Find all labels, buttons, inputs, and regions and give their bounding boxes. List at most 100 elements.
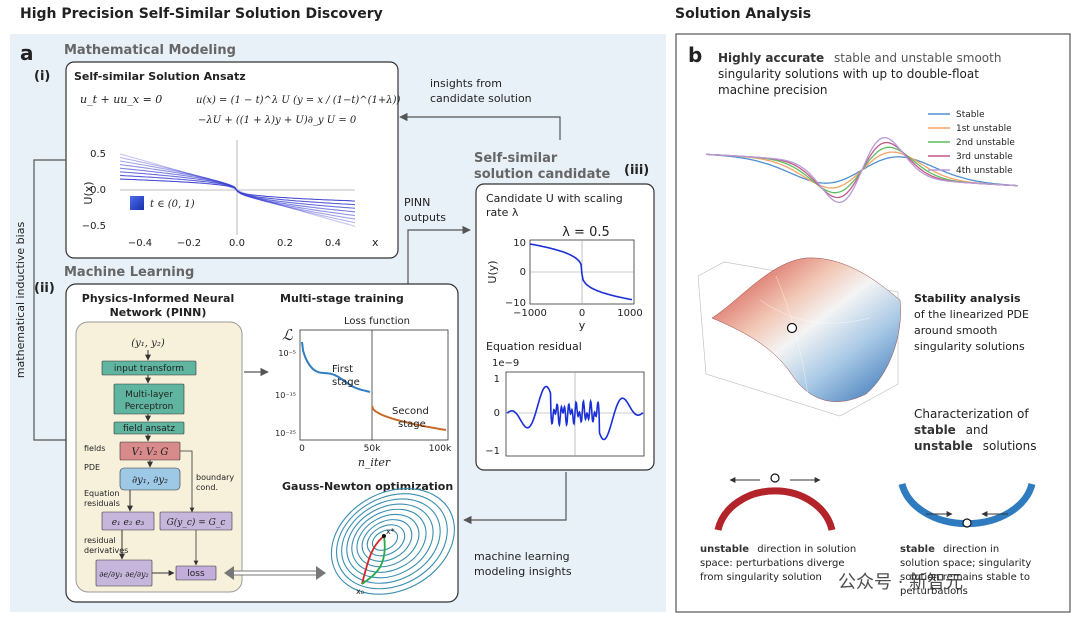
res-deriv-value: ∂e/∂y₁ ∂e/∂y₂ (99, 570, 148, 579)
pinn-title-2: Network (PINN) (110, 306, 207, 319)
section-iii-label: (iii) (624, 163, 649, 178)
candidate-section-title-2: solution candidate (474, 167, 611, 182)
section-ii-label: (ii) (34, 281, 55, 296)
residual-y-tick: 1 (494, 374, 500, 385)
candidate-curve (529, 243, 633, 301)
candidate-y-tick: −10 (505, 298, 526, 309)
fields-label: fields (84, 444, 105, 453)
profile-equation: −λU + ((1 + λ)y + U)∂_y U = 0 (198, 115, 357, 126)
unstable-text-2: space: perturbations diverge (700, 558, 845, 569)
candidate-x-tick: 1000 (617, 308, 642, 319)
loss-box (175, 565, 217, 581)
char-solutions: solutions (983, 439, 1037, 453)
loss-gn-arrowhead-left (224, 566, 234, 580)
ansatz-plot: t ∈ (0, 1) U(x) 0.5 0.0 −0.5 −0.4 −0.2 0… (82, 140, 379, 249)
stable-text-1-rest: direction in (943, 544, 999, 555)
gn-contour (371, 529, 399, 551)
candidate-title-1: Candidate U with scaling (486, 192, 623, 205)
ansatz-x-tick: 0.0 (229, 238, 245, 249)
candidate-box (475, 183, 655, 471)
legend-4th: 4th unstable (956, 166, 1013, 176)
ansatz-x-label: x (372, 236, 379, 249)
residual-plot: 1 0 −1 (485, 371, 645, 457)
training-curve-stage2 (371, 405, 447, 431)
pinn-outputs-label-1: PINN (404, 196, 430, 209)
pde-box (119, 467, 181, 491)
stable-text-2: solution space; singularity (900, 558, 1031, 569)
gn-optimum (382, 534, 386, 538)
panel-b-desc-rest: stable and unstable smooth (834, 51, 1001, 65)
pde-label: PDE (84, 463, 100, 472)
stable-text-3: solution remains stable to (900, 572, 1030, 583)
panel-b-desc-bold: Highly accurate (718, 51, 824, 65)
ansatz-legend-swatch (130, 196, 144, 210)
boundary-arrow (180, 450, 195, 513)
training-y-tick: 10⁻²⁵ (275, 429, 296, 438)
ansatz-y-tick: 0.5 (90, 149, 106, 160)
ansatz-x-tick: −0.2 (177, 238, 201, 249)
gn-contour (330, 488, 455, 595)
unstable-arc (714, 487, 836, 531)
ml-label: Machine Learning (64, 265, 194, 280)
gn-contour (351, 508, 427, 573)
bc-value: G(y_c) = G_c (167, 517, 226, 528)
gn-contours (330, 488, 455, 595)
ansatz-box (65, 61, 399, 259)
char-line-3: unstable solutions (914, 439, 1037, 453)
mlp-box (113, 383, 185, 415)
pinn-outputs-arrow (407, 225, 471, 284)
loss-gn-arrowhead-right (316, 566, 326, 580)
panel-b-desc-2: singularity solutions with up to double-… (718, 67, 979, 81)
ansatz-y-tick: 0.0 (90, 185, 106, 196)
training-x-tick: 0 (299, 444, 305, 454)
pinn-input-vars: (y₁, y₂) (131, 338, 165, 349)
ansatz-x-tick: 0.2 (277, 238, 293, 249)
candidate-x-tick: −1000 (513, 308, 547, 319)
gn-path-green (361, 535, 386, 585)
insights-label-1: insights from (430, 77, 502, 90)
training-plot: ℒ 10⁻⁵ 10⁻¹⁵ 10⁻²⁵ 0 50k 100k n_iter Fir… (275, 326, 452, 469)
left-header: High Precision Self-Similar Solution Dis… (20, 6, 383, 22)
gn-path-red (361, 535, 385, 585)
training-y-tick: 10⁻⁵ (278, 349, 296, 358)
eq-residuals-label-1: Equation (84, 489, 119, 498)
gn-contour (361, 519, 413, 562)
gn-contour (346, 503, 434, 579)
res-deriv-label-1: residual (84, 536, 116, 545)
field-ansatz-box (113, 421, 185, 435)
solution-curve (705, 136, 1019, 204)
math-modeling-label: Mathematical Modeling (64, 43, 236, 58)
gn-contour (366, 524, 406, 557)
mlp-label-1: Multi-layer (125, 390, 173, 400)
gn-title: Gauss-Newton optimization (282, 480, 453, 493)
char-stable: stable (914, 423, 956, 437)
panel-a-letter: a (20, 41, 34, 65)
stability-line-3: around smooth (914, 324, 997, 337)
surface-mesh-line (759, 299, 871, 324)
eq-residuals-label-2: residuals (84, 499, 120, 508)
loss-label: loss (187, 569, 205, 579)
insights-label-2: candidate solution (430, 92, 532, 105)
candidate-x-tick: 0 (579, 308, 585, 319)
char-unstable: unstable (914, 439, 973, 453)
unstable-text-3: from singularity solution (700, 572, 822, 583)
gn-xstar-label: x* (386, 527, 395, 536)
res-deriv-label-2: derivatives (84, 546, 128, 555)
gn-contour (335, 493, 448, 590)
ansatz-y-label: U(x) (82, 181, 95, 204)
training-y-tick: 10⁻¹⁵ (275, 391, 296, 400)
mlp-label-2: Perceptron (125, 402, 174, 412)
burgers-equation: u_t + uu_x = 0 (80, 93, 162, 106)
boundary-label-2: cond. (196, 483, 218, 492)
surface-patch (711, 257, 901, 402)
stage1-label-1: First (332, 364, 353, 375)
ansatz-curve (119, 178, 356, 202)
side-label: mathematical inductive bias (14, 222, 27, 379)
input-transform-box (101, 360, 197, 376)
char-line-2: stable and (914, 423, 988, 437)
candidate-y-label: U(y) (486, 260, 499, 283)
insights-arrow (399, 112, 561, 140)
stability-line-2: of the linearized PDE (914, 308, 1029, 321)
ml-insights-label-2: modeling insights (474, 565, 572, 578)
candidate-plot: U(y) 10 0 −10 −1000 0 1000 y (486, 238, 643, 332)
